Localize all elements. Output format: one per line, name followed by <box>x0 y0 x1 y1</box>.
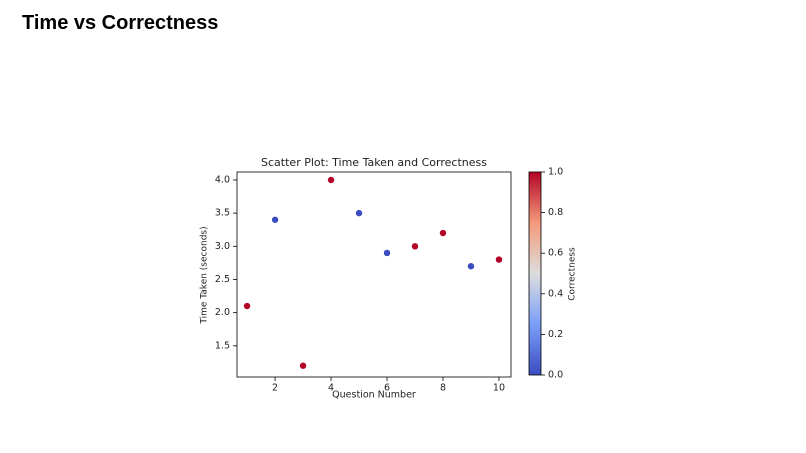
point <box>439 229 447 237</box>
point <box>271 216 279 223</box>
colorbar-tick-label: 1.0 <box>548 167 563 178</box>
slide-title: Time vs Correctness <box>22 12 219 34</box>
x-tick-label: 8 <box>440 383 446 394</box>
x-axis-label: Question Number <box>332 390 416 401</box>
point <box>355 209 363 217</box>
colorbar-tick-label: 0.2 <box>548 329 563 340</box>
y-tick-label: 2.5 <box>215 274 230 285</box>
point <box>299 362 307 369</box>
colorbar-tick-label: 0.6 <box>548 248 563 259</box>
colorbar <box>528 171 542 376</box>
point <box>243 302 251 310</box>
plot-frame <box>236 171 512 378</box>
point <box>383 249 391 257</box>
x-tick-label: 6 <box>384 383 390 394</box>
colorbar-tick-label: 0.0 <box>548 370 563 381</box>
y-tick-label: 4.0 <box>215 174 230 185</box>
y-tick-label: 1.5 <box>215 340 230 351</box>
x-tick-label: 10 <box>493 383 505 394</box>
point <box>327 176 335 184</box>
y-axis-label: Time Taken (seconds) <box>200 226 210 324</box>
colorbar-tick-label: 0.8 <box>548 207 563 218</box>
x-tick-label: 4 <box>328 383 334 394</box>
chart-title: Scatter Plot: Time Taken and Correctness <box>261 156 487 169</box>
point <box>411 243 419 250</box>
point <box>467 263 475 270</box>
y-tick-label: 3.0 <box>215 241 230 252</box>
y-tick-label: 3.5 <box>215 208 230 219</box>
y-tick-label: 2.0 <box>215 307 230 318</box>
x-tick-label: 2 <box>272 383 278 394</box>
colorbar-tick-label: 0.4 <box>548 288 563 299</box>
colorbar-label: Correctness <box>568 247 578 301</box>
point <box>495 256 503 263</box>
